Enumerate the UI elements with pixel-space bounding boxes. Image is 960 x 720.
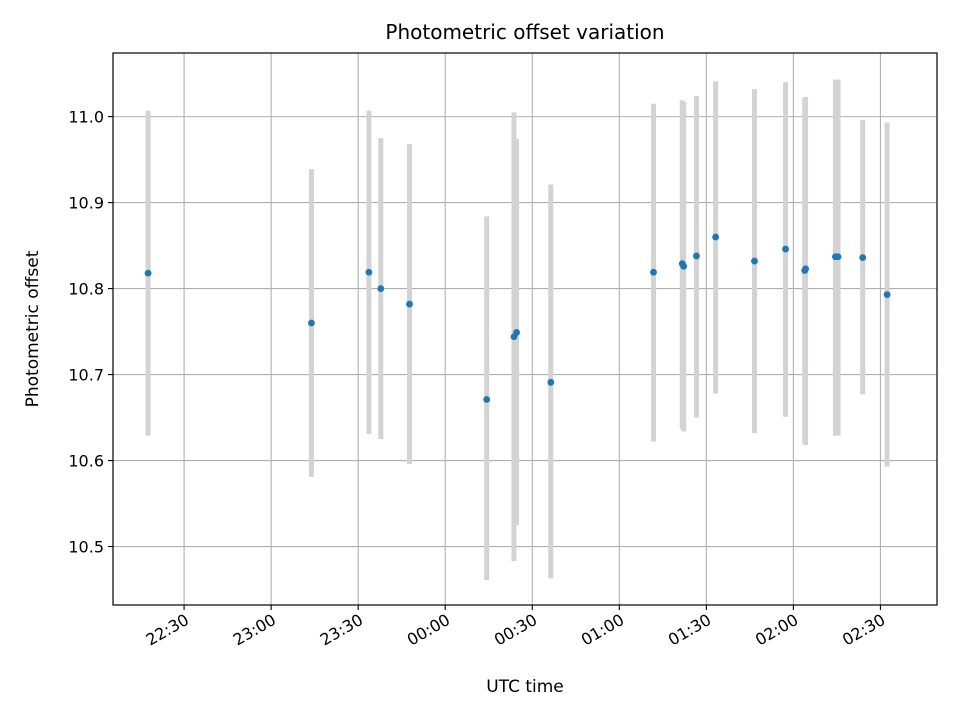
data-point	[693, 252, 700, 260]
plot-frame	[112, 52, 938, 606]
x-tick-label: 23:30	[317, 610, 366, 650]
x-tick-label: 00:00	[404, 610, 453, 650]
x-tick-label: 01:00	[578, 610, 627, 650]
x-tick-label: 02:30	[839, 610, 888, 650]
y-tick-label: 10.7	[68, 366, 104, 385]
y-tick-label: 11.0	[68, 108, 104, 127]
data-point	[308, 319, 315, 327]
grid	[113, 53, 937, 605]
y-axis-title: Photometric offset	[23, 250, 43, 407]
data-point	[406, 300, 413, 308]
y-tick-label: 10.8	[68, 280, 104, 299]
x-tick-label: 23:00	[230, 610, 279, 650]
x-tick-label: 02:00	[752, 610, 801, 650]
data-point	[377, 285, 385, 292]
x-axis-title: UTC time	[486, 677, 564, 697]
data-point	[547, 378, 555, 386]
data-point	[802, 265, 809, 273]
data-point	[680, 262, 688, 270]
data-point	[483, 396, 491, 403]
data-point	[365, 268, 373, 276]
y-axis: 10.5 10.6 10.7 10.8 10.9 11.0	[68, 108, 113, 557]
data-point	[782, 245, 789, 253]
chart-title: Photometric offset variation	[385, 20, 664, 44]
x-axis: 22:30 23:00 23:30 00:00 00:30 01:00 01:30 02:00…	[143, 605, 888, 650]
data-point	[883, 291, 891, 299]
data-points	[144, 233, 891, 403]
data-point	[144, 269, 152, 277]
x-tick-label: 22:30	[143, 610, 192, 650]
data-point	[859, 254, 867, 262]
data-point	[751, 257, 758, 265]
y-tick-label: 10.5	[68, 538, 104, 557]
data-point	[834, 253, 842, 261]
y-tick-label: 10.6	[68, 452, 104, 471]
x-tick-label: 01:30	[665, 610, 714, 650]
plot-background	[113, 53, 937, 605]
data-point	[513, 329, 520, 336]
y-tick-label: 10.9	[68, 194, 104, 213]
x-tick-label: 00:30	[491, 610, 540, 650]
data-point	[650, 268, 657, 276]
data-point	[712, 233, 720, 241]
